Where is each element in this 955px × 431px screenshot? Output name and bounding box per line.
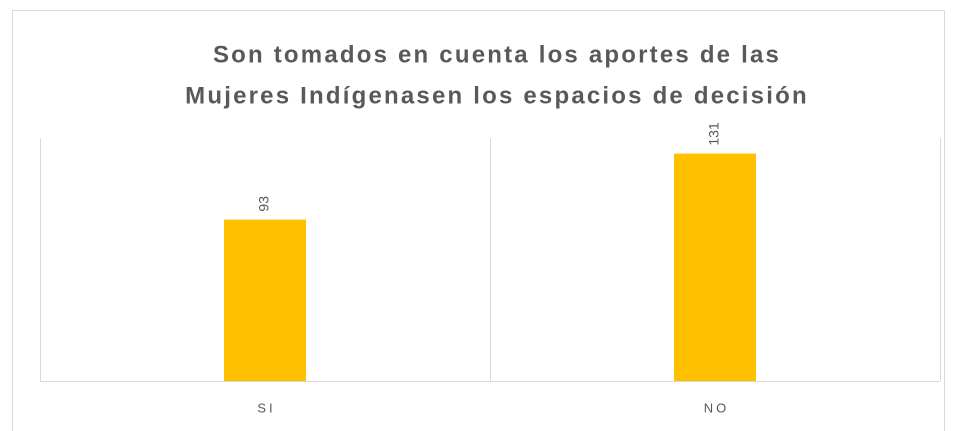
chart-title: Mujeres Indígenasen los espacios de deci… — [185, 82, 809, 109]
bar — [224, 219, 306, 381]
chart-border — [12, 10, 945, 431]
data-label: 131 — [706, 122, 722, 146]
chart-title: Son tomados en cuenta los aportes de las — [213, 41, 781, 68]
data-label: 93 — [256, 196, 272, 212]
x-tick-label: NO — [704, 400, 730, 415]
bar — [674, 153, 756, 381]
x-tick-label: SI — [257, 400, 275, 415]
